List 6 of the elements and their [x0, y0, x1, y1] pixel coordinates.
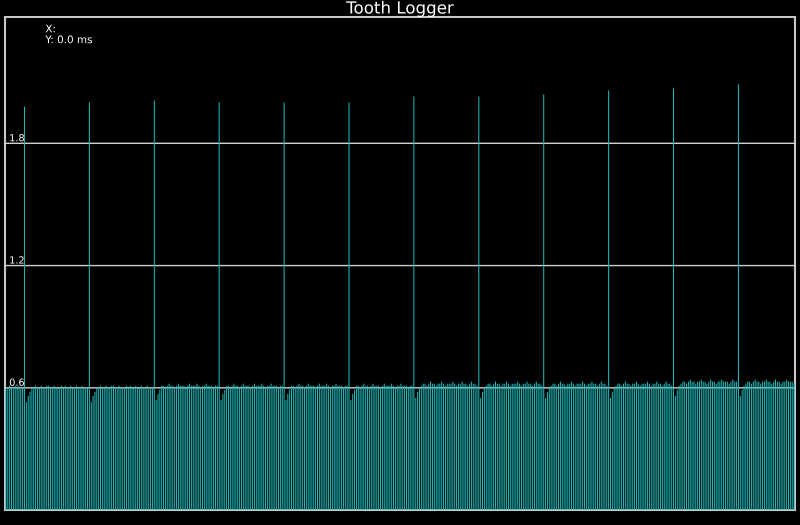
chart-title: Tooth Logger: [346, 0, 454, 17]
y-tick-label: 0.6: [10, 378, 24, 386]
y-tick-label: 1.2: [10, 256, 24, 264]
annotation: Y: 0.0 ms: [45, 35, 92, 44]
y-tick-label: 1.8: [10, 134, 24, 142]
annotation: X:: [46, 24, 55, 32]
